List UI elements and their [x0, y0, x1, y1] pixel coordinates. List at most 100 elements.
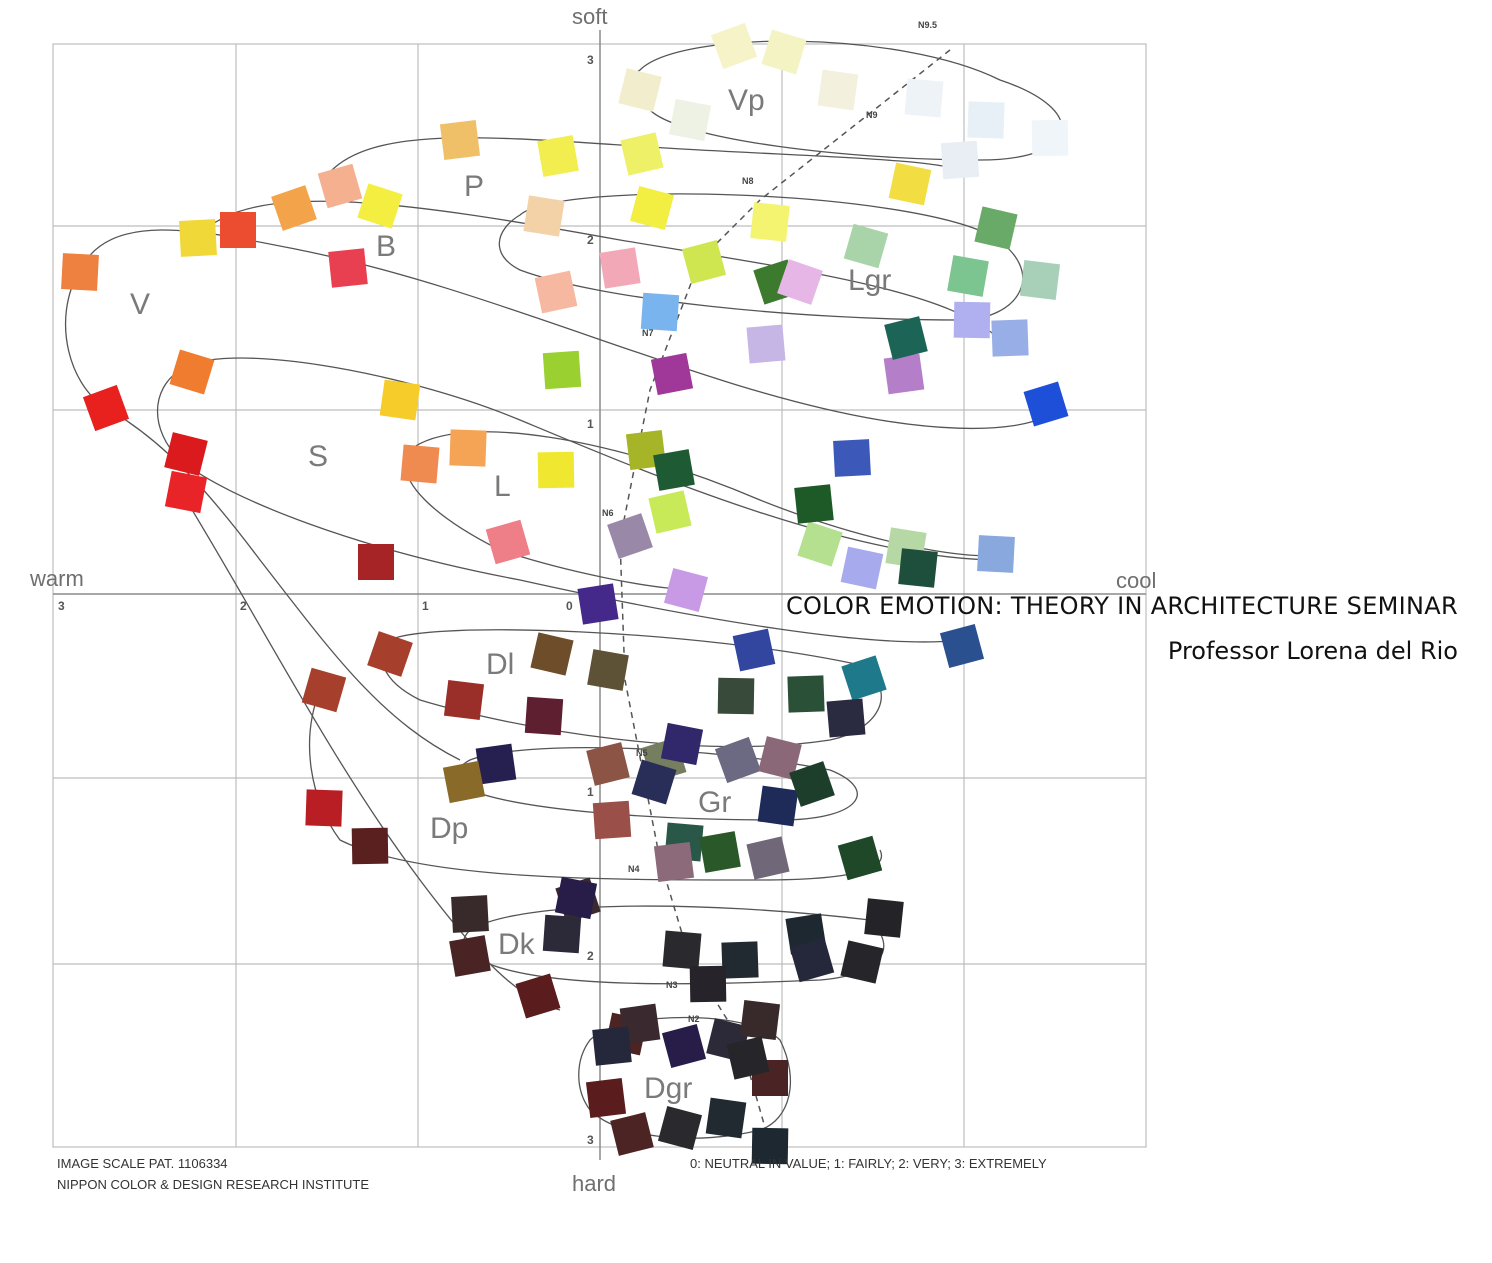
- color-swatch: [439, 119, 481, 161]
- color-swatch: [357, 183, 403, 229]
- dark-swatch: [449, 935, 491, 977]
- v-boundary-lower: [64, 269, 461, 761]
- dark-swatch: [721, 941, 759, 979]
- group-label-p: P: [464, 170, 484, 203]
- neutral-label-n2: N2: [688, 1014, 700, 1024]
- color-swatch: [714, 736, 762, 784]
- axis-right-label: cool: [1116, 568, 1156, 593]
- group-label-gr: Gr: [698, 786, 731, 819]
- color-swatch: [699, 831, 741, 873]
- dark-swatch: [662, 930, 702, 970]
- color-swatch: [530, 632, 574, 676]
- dark-swatch: [840, 940, 884, 984]
- color-swatch: [681, 239, 727, 285]
- dark-swatch: [705, 1097, 747, 1139]
- color-swatch: [653, 841, 695, 883]
- dark-swatch: [661, 1023, 707, 1069]
- color-swatch: [61, 253, 99, 291]
- axis-top-label: soft: [572, 4, 607, 29]
- color-swatch: [974, 206, 1018, 250]
- color-swatch: [164, 470, 208, 514]
- color-swatch: [648, 490, 692, 534]
- dark-swatch: [554, 876, 598, 920]
- v-tick-hard-2: 2: [587, 949, 594, 963]
- group-label-s: S: [308, 440, 328, 473]
- color-swatch: [840, 546, 884, 590]
- color-swatch: [599, 247, 641, 289]
- footer-legend: 0: NEUTRAL IN VALUE; 1: FAIRLY; 2: VERY;…: [690, 1156, 1047, 1171]
- group-label-dl: Dl: [486, 648, 514, 681]
- color-swatch: [542, 350, 582, 390]
- dark-swatch: [689, 965, 727, 1003]
- axis-bottom-label: hard: [572, 1171, 616, 1196]
- group-label-dp: Dp: [430, 812, 468, 845]
- color-swatch: [629, 185, 675, 231]
- color-swatch: [164, 432, 208, 476]
- s-boundary: [179, 357, 1001, 561]
- color-swatch: [757, 785, 799, 827]
- footer-patent: IMAGE SCALE PAT. 1106334: [57, 1156, 228, 1171]
- color-swatch: [475, 743, 517, 785]
- color-swatch: [442, 760, 486, 804]
- color-swatch: [301, 667, 347, 713]
- color-swatch: [449, 429, 487, 467]
- color-swatch: [169, 349, 215, 395]
- professor-name: Professor Lorena del Rio: [1167, 637, 1458, 665]
- group-label-v: V: [130, 288, 150, 321]
- color-swatch: [379, 379, 421, 421]
- color-swatch: [939, 623, 985, 669]
- color-swatch: [710, 22, 758, 70]
- color-swatch: [305, 789, 343, 827]
- color-swatch: [1031, 119, 1069, 157]
- dark-swatch: [451, 895, 489, 933]
- dark-swatch: [789, 937, 835, 983]
- axis-left-label: warm: [29, 566, 84, 591]
- color-swatch: [787, 675, 825, 713]
- color-swatch: [977, 535, 1015, 573]
- color-swatch: [883, 353, 925, 395]
- s-boundary-lower: [157, 369, 961, 643]
- v-tick-hard-1: 1: [587, 785, 594, 799]
- dark-swatch: [619, 1003, 661, 1045]
- color-swatches: [61, 22, 1069, 1165]
- dark-swatch: [585, 1077, 627, 1119]
- color-swatch: [271, 185, 317, 231]
- color-swatch: [797, 521, 843, 567]
- color-swatch: [884, 316, 928, 360]
- dark-swatch: [739, 999, 781, 1041]
- neutral-label-n9: N9: [866, 110, 878, 120]
- color-swatch: [577, 583, 619, 625]
- h-tick-1: 1: [422, 599, 429, 613]
- h-tick-2: 2: [240, 599, 247, 613]
- h-tick-0: 0: [566, 599, 573, 613]
- color-swatch: [400, 444, 440, 484]
- color-swatch: [1023, 381, 1069, 427]
- group-label-vp: Vp: [728, 84, 765, 117]
- color-swatch: [777, 259, 823, 305]
- color-swatch: [668, 98, 712, 142]
- dark-swatch: [592, 1026, 632, 1066]
- color-swatch: [351, 827, 389, 865]
- neutral-label-n95: N9.5: [918, 20, 937, 30]
- neutral-label-n3: N3: [666, 980, 678, 990]
- color-swatch: [367, 631, 413, 677]
- dp-boundary: [309, 689, 883, 881]
- color-swatch: [443, 679, 485, 721]
- color-swatch: [1019, 259, 1061, 301]
- group-label-b: B: [376, 230, 396, 263]
- color-swatch: [524, 696, 564, 736]
- neutral-label-n4: N4: [628, 864, 640, 874]
- color-swatch: [537, 451, 575, 489]
- color-swatch: [794, 484, 834, 524]
- color-swatch: [179, 219, 217, 257]
- color-swatch: [620, 132, 664, 176]
- color-swatch: [358, 544, 394, 580]
- color-swatch: [485, 519, 531, 565]
- color-swatch: [587, 649, 629, 691]
- p-boundary: [329, 137, 961, 173]
- color-swatch: [841, 655, 887, 701]
- color-swatch: [904, 78, 944, 118]
- color-swatch: [663, 567, 709, 613]
- color-swatch: [317, 163, 363, 209]
- color-swatch: [750, 202, 790, 242]
